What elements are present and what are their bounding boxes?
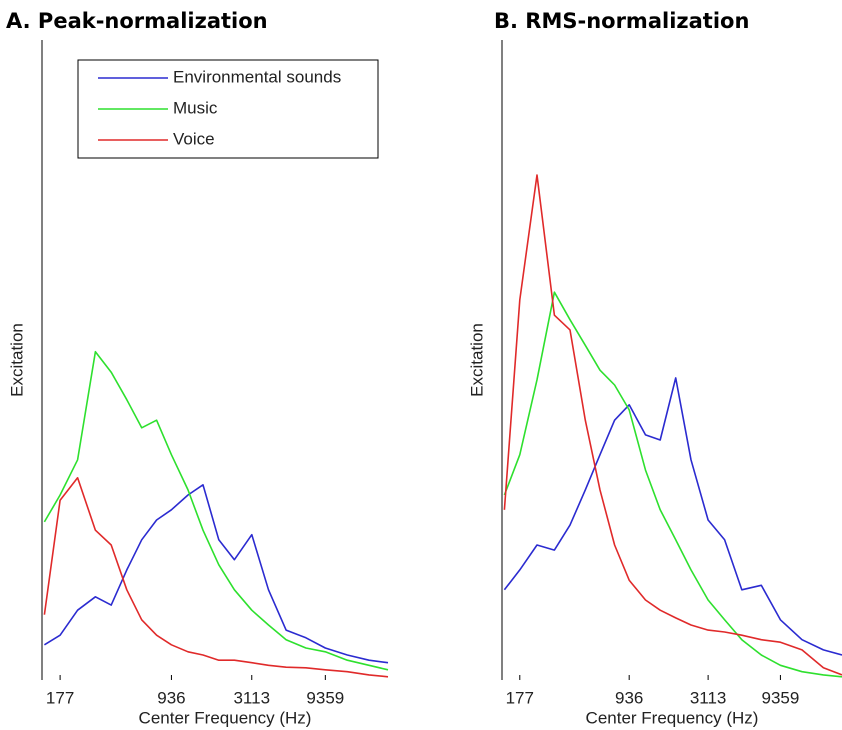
y-axis-label: Excitation <box>7 323 26 397</box>
x-tick-label: 3113 <box>690 688 727 707</box>
series-line <box>503 377 842 656</box>
series-line <box>43 350 389 671</box>
x-axis-label: Center Frequency (Hz) <box>139 708 312 727</box>
legend-label: Voice <box>173 129 215 148</box>
x-tick-label: 3113 <box>233 688 270 707</box>
x-tick-label: 936 <box>157 688 185 707</box>
x-axis-label: Center Frequency (Hz) <box>586 708 759 727</box>
series-line <box>43 477 389 678</box>
x-tick-label: 177 <box>46 688 74 707</box>
x-tick-label: 9359 <box>762 688 800 707</box>
x-tick-label: 9359 <box>306 688 344 707</box>
legend-label: Music <box>173 98 218 117</box>
x-tick-label: 936 <box>615 688 643 707</box>
series-line <box>503 174 842 676</box>
chart-title: B. RMS-normalization <box>494 9 749 33</box>
x-tick-label: 177 <box>506 688 534 707</box>
legend-label: Environmental sounds <box>173 67 341 86</box>
series-line <box>43 484 389 664</box>
y-axis-label: Excitation <box>467 323 486 397</box>
series-line <box>503 291 842 678</box>
chart-title: A. Peak-normalization <box>6 9 268 33</box>
